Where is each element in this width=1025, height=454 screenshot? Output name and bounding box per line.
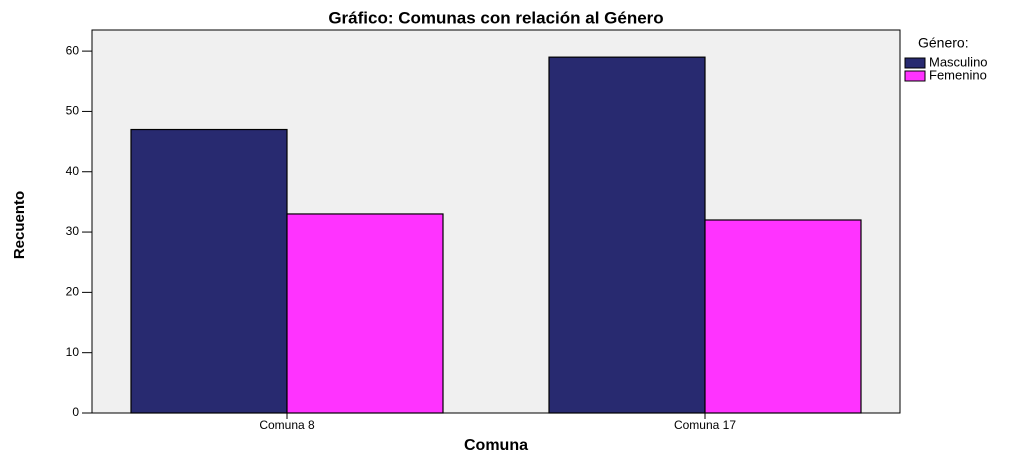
legend-swatch xyxy=(904,70,926,82)
y-tick-label: 30 xyxy=(66,224,80,238)
bar xyxy=(286,213,444,414)
legend-label: Femenino xyxy=(929,67,987,82)
y-tick-label: 20 xyxy=(66,285,80,299)
x-axis-label: Comuna xyxy=(464,437,528,454)
y-tick-label: 40 xyxy=(66,164,80,178)
legend-swatch xyxy=(904,57,926,69)
x-tick-label: Comuna 17 xyxy=(674,418,736,432)
y-axis-label: Recuento xyxy=(11,191,28,259)
y-tick-label: 60 xyxy=(66,43,80,57)
x-tick-label: Comuna 8 xyxy=(259,418,315,432)
bar xyxy=(130,128,288,414)
y-tick-label: 50 xyxy=(66,104,80,118)
y-tick-label: 10 xyxy=(66,345,80,359)
bar xyxy=(704,219,862,414)
legend-label: Masculino xyxy=(929,54,988,69)
chart-title: Gráfico: Comunas con relación al Género xyxy=(328,8,663,27)
bar xyxy=(548,56,706,414)
y-tick-label: 0 xyxy=(72,405,79,419)
legend-title: Género: xyxy=(918,35,969,51)
